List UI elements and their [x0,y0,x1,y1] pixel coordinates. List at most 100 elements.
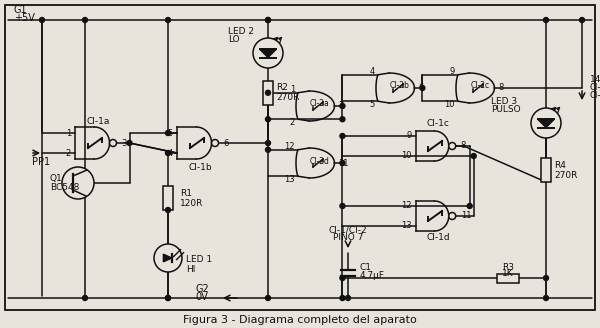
Circle shape [166,208,170,213]
Circle shape [62,167,94,199]
Circle shape [340,276,345,280]
Text: +5V: +5V [14,13,35,23]
Polygon shape [163,254,172,262]
Polygon shape [296,91,334,121]
Text: PP1: PP1 [32,157,50,167]
Text: 1: 1 [66,129,71,137]
Circle shape [166,131,170,135]
Text: 12: 12 [284,142,295,151]
Text: 270R: 270R [554,171,577,179]
Circle shape [265,147,271,152]
Text: 270R: 270R [276,93,299,102]
Text: 9: 9 [450,67,455,76]
Polygon shape [456,73,494,103]
Circle shape [166,296,170,300]
Text: 11: 11 [338,158,349,168]
Text: R2: R2 [276,84,288,92]
Text: 1: 1 [290,85,295,94]
Circle shape [166,151,170,155]
Text: 6: 6 [224,138,229,148]
Circle shape [265,296,271,300]
Polygon shape [75,127,110,159]
Text: 8: 8 [499,84,504,92]
Circle shape [544,17,548,23]
Circle shape [471,154,476,158]
Text: 11: 11 [461,212,471,220]
Text: CI-1/CI-2: CI-1/CI-2 [329,226,367,235]
Text: LED 3: LED 3 [491,96,517,106]
Circle shape [346,296,350,300]
Text: CI-1a: CI-1a [86,116,110,126]
Circle shape [544,296,548,300]
Text: 0V: 0V [195,292,208,302]
Bar [263,81,273,105]
Bar [497,274,519,282]
Text: 3: 3 [338,101,344,111]
Circle shape [544,276,548,280]
Text: Q1: Q1 [50,174,63,182]
Circle shape [449,142,456,150]
Circle shape [166,17,170,23]
Text: 9: 9 [407,132,412,140]
Text: 8: 8 [461,141,466,151]
Text: CI-1d: CI-1d [426,234,450,242]
Circle shape [110,139,116,147]
Text: CI-2: CI-2 [590,92,600,100]
Text: 2: 2 [66,149,71,157]
Circle shape [265,140,271,146]
Text: 2: 2 [290,118,295,127]
Text: 1K: 1K [502,270,514,278]
Circle shape [449,213,456,219]
Polygon shape [538,119,554,128]
Circle shape [340,203,345,209]
Text: LO: LO [228,34,239,44]
Text: C1: C1 [360,263,372,273]
Circle shape [154,244,182,272]
Text: 4,7µF: 4,7µF [360,272,385,280]
Text: 13: 13 [284,175,295,184]
Text: 5: 5 [370,100,375,109]
Circle shape [265,17,271,23]
Circle shape [531,108,561,138]
Text: 4: 4 [370,67,375,76]
Circle shape [340,160,345,166]
Bar [541,158,551,182]
Circle shape [580,17,584,23]
Text: CI-2a: CI-2a [310,99,330,109]
Text: PULSO: PULSO [491,105,521,113]
Text: 5: 5 [168,129,173,137]
Circle shape [340,117,345,122]
Circle shape [212,139,218,147]
Text: 14: 14 [590,75,600,85]
Text: Figura 3 - Diagrama completo del aparato: Figura 3 - Diagrama completo del aparato [183,315,417,325]
Circle shape [127,140,132,146]
Polygon shape [376,73,415,103]
Text: 10: 10 [445,100,455,109]
Text: 3: 3 [122,138,127,148]
Polygon shape [177,127,212,159]
Circle shape [166,296,170,300]
Text: 13: 13 [401,221,412,231]
Circle shape [340,296,345,300]
Circle shape [340,133,345,138]
Polygon shape [416,201,449,231]
Text: 10: 10 [401,152,412,160]
Text: 120R: 120R [180,198,203,208]
Text: G2: G2 [195,284,209,294]
Circle shape [467,203,472,209]
Polygon shape [260,49,276,57]
Circle shape [83,17,88,23]
Circle shape [420,86,425,91]
Text: CI-1c: CI-1c [427,119,449,129]
Text: 12: 12 [401,201,412,211]
Text: 6: 6 [418,84,424,92]
Text: HI: HI [186,264,196,274]
Text: CI-1: CI-1 [590,84,600,92]
Circle shape [340,104,345,109]
Text: R4: R4 [554,160,566,170]
Bar [163,186,173,210]
Polygon shape [296,148,334,178]
Circle shape [253,38,283,68]
Text: CI-1b: CI-1b [188,162,212,172]
Circle shape [265,90,271,95]
